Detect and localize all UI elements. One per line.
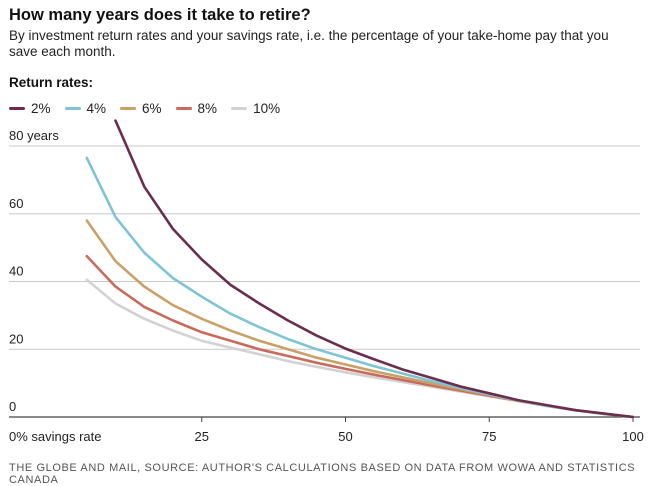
series-line-4pct bbox=[85, 156, 635, 419]
y-tick-label: 60 bbox=[9, 196, 23, 211]
legend-swatch-10pct bbox=[231, 107, 248, 110]
legend-item-8pct: 8% bbox=[175, 101, 218, 116]
x-tick-label: 0% savings rate bbox=[9, 429, 102, 444]
legend-title: Return rates: bbox=[9, 75, 94, 90]
chart-title: How many years does it take to retire? bbox=[9, 6, 311, 24]
legend-item-2pct: 2% bbox=[9, 101, 51, 116]
legend-item-4pct: 4% bbox=[64, 101, 107, 116]
chart-subtitle: By investment return rates and your savi… bbox=[9, 28, 609, 59]
y-tick-label: 80 years bbox=[9, 128, 59, 143]
legend-swatch-6pct bbox=[120, 107, 137, 110]
legend-swatch-2pct bbox=[9, 107, 25, 110]
legend-item-6pct: 6% bbox=[120, 101, 162, 116]
series-line-2pct bbox=[114, 119, 635, 419]
legend-item-10pct: 10% bbox=[231, 101, 280, 116]
series-line-10pct bbox=[85, 278, 635, 419]
legend-label-6pct: 6% bbox=[142, 101, 162, 116]
y-tick-label: 40 bbox=[9, 264, 23, 279]
x-tick-label: 75 bbox=[482, 429, 496, 444]
legend-label-4pct: 4% bbox=[86, 101, 107, 116]
source-footer: THE GLOBE AND MAIL, SOURCE: AUTHOR'S CAL… bbox=[9, 462, 636, 486]
y-tick-label: 0 bbox=[9, 399, 16, 414]
x-tick-label: 25 bbox=[195, 429, 209, 444]
y-tick-label: 20 bbox=[9, 331, 23, 346]
series-line-8pct bbox=[85, 254, 635, 419]
legend: 2% 4% 6% 8% 10% bbox=[9, 101, 294, 116]
legend-label-2pct: 2% bbox=[31, 101, 51, 116]
legend-swatch-4pct bbox=[64, 107, 81, 110]
x-tick-label: 100 bbox=[622, 429, 644, 444]
legend-label-10pct: 10% bbox=[253, 101, 281, 116]
legend-swatch-8pct bbox=[175, 107, 192, 110]
x-tick-label: 50 bbox=[338, 429, 352, 444]
legend-label-8pct: 8% bbox=[197, 101, 218, 116]
